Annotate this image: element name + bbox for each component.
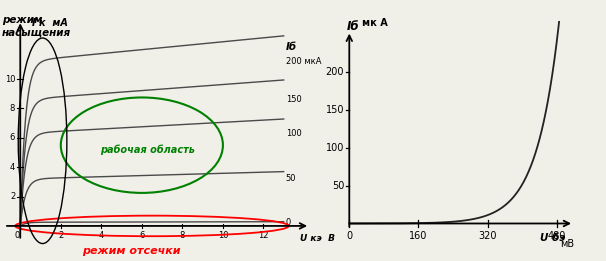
Text: Iб: Iб <box>347 20 360 33</box>
Text: 0: 0 <box>15 231 20 240</box>
Text: 200: 200 <box>325 67 344 77</box>
Text: 100: 100 <box>326 143 344 153</box>
Text: режим отсечки: режим отсечки <box>82 246 181 256</box>
Text: 150: 150 <box>325 105 344 115</box>
Text: 12: 12 <box>258 231 268 240</box>
Text: U кэ  В: U кэ В <box>300 234 335 243</box>
Text: 200 мкА: 200 мкА <box>285 57 321 66</box>
Text: 4: 4 <box>10 163 15 172</box>
Text: 6: 6 <box>10 133 15 142</box>
Text: I к  мА: I к мА <box>33 18 68 28</box>
Text: насыщения: насыщения <box>2 27 71 37</box>
Text: U бэ: U бэ <box>540 233 565 242</box>
Text: 50: 50 <box>331 181 344 191</box>
Text: 10: 10 <box>218 231 228 240</box>
Text: 6: 6 <box>139 231 145 240</box>
Text: 320: 320 <box>478 231 497 241</box>
Text: 0: 0 <box>285 218 291 227</box>
Text: мк А: мк А <box>362 19 388 28</box>
Text: 2: 2 <box>10 192 15 201</box>
Text: 4: 4 <box>99 231 104 240</box>
Text: 2: 2 <box>58 231 64 240</box>
Text: мВ: мВ <box>560 239 574 249</box>
Text: 150: 150 <box>285 95 301 104</box>
Text: режим: режим <box>2 15 42 25</box>
Text: 8: 8 <box>180 231 185 240</box>
Text: 10: 10 <box>5 75 15 84</box>
Text: 0: 0 <box>346 231 352 241</box>
Text: 50: 50 <box>285 174 296 183</box>
Text: рабочая область: рабочая область <box>101 144 195 155</box>
Text: 8: 8 <box>10 104 15 113</box>
Text: 480: 480 <box>547 231 566 241</box>
Text: 100: 100 <box>285 129 301 138</box>
Text: Iб: Iб <box>285 42 297 52</box>
Text: 160: 160 <box>409 231 428 241</box>
